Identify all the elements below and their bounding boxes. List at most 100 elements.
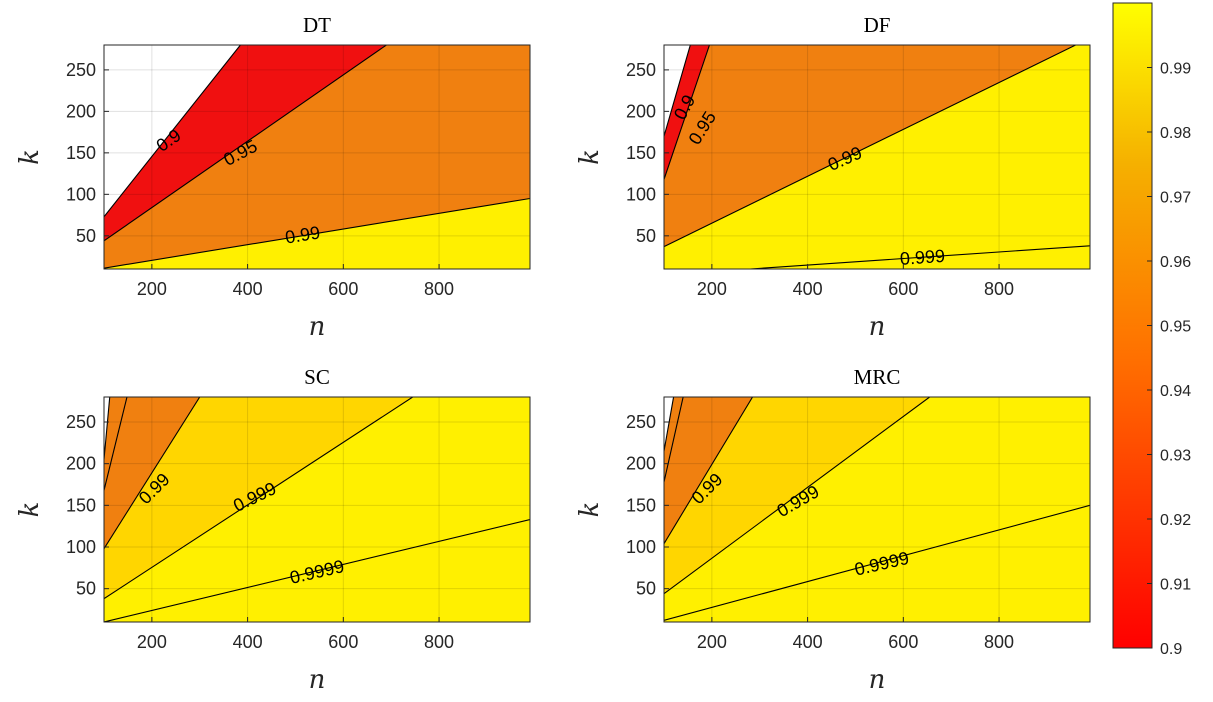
- contour-band-0.99: [664, 45, 1090, 269]
- y-axis-label: k: [15, 149, 45, 165]
- y-tick-label: 150: [66, 143, 96, 163]
- axes-box: [663, 44, 1091, 270]
- x-tick-label: 200: [137, 279, 167, 299]
- x-tick-label: 800: [984, 279, 1014, 299]
- y-tick-label: 200: [626, 454, 656, 474]
- contour-lines: [104, 397, 530, 622]
- y-tick-label: 200: [626, 101, 656, 121]
- colorbar-tick-label: 0.95: [1160, 319, 1191, 336]
- x-tick-label: 600: [328, 632, 358, 652]
- y-tick-label: 50: [76, 579, 96, 599]
- y-tick-label: 200: [66, 454, 96, 474]
- x-tick-label: 600: [328, 279, 358, 299]
- x-tick-label: 400: [793, 632, 823, 652]
- panel-title: SC: [304, 365, 330, 389]
- y-tick-label: 200: [66, 101, 96, 121]
- colorbar-tick-label: 0.98: [1160, 125, 1191, 142]
- colorbar-tick-label: 0.92: [1160, 512, 1191, 529]
- x-axis-label: n: [309, 312, 326, 342]
- contour-line-0.9: [104, 397, 128, 491]
- x-tick-label: 200: [697, 279, 727, 299]
- colorbar-tick-label: 0.91: [1160, 577, 1191, 594]
- contour-fills: [664, 397, 1090, 622]
- x-tick-label: 200: [137, 632, 167, 652]
- y-tick-label: 50: [636, 579, 656, 599]
- contour-line-0.99: [664, 397, 754, 544]
- panel-title: MRC: [854, 365, 901, 389]
- x-tick-label: 400: [233, 632, 263, 652]
- y-tick-label: 50: [636, 226, 656, 246]
- y-tick-label: 100: [66, 537, 96, 557]
- contour-line-0.999: [750, 245, 1090, 269]
- contour-fills: [664, 45, 1090, 269]
- x-tick-label: 200: [697, 632, 727, 652]
- contour-lines: [104, 45, 530, 269]
- grid: [104, 397, 530, 622]
- contour-line-0.99: [104, 197, 530, 269]
- x-axis-label: n: [309, 665, 326, 695]
- colorbar-tick-label: 0.94: [1160, 383, 1191, 400]
- y-tick-label: 100: [626, 184, 656, 204]
- grid: [104, 45, 530, 269]
- y-tick-label: 100: [626, 537, 656, 557]
- x-tick-label: 400: [793, 279, 823, 299]
- colorbar-tick-label: 0.9: [1160, 641, 1182, 658]
- contour-lines: [664, 397, 1090, 621]
- y-tick-label: 150: [626, 495, 656, 515]
- x-axis-label: n: [869, 312, 886, 342]
- panel-title: DF: [864, 13, 891, 37]
- y-tick-label: 50: [76, 226, 96, 246]
- panel-title: DT: [303, 13, 331, 37]
- axes-box: [103, 396, 531, 623]
- y-tick-label: 150: [66, 495, 96, 515]
- contour-lines: [664, 45, 1090, 269]
- y-axis-label: k: [575, 502, 605, 518]
- contour-line-0.99: [104, 397, 201, 549]
- colorbar-gradient: [1112, 2, 1153, 649]
- contour-line-0.9999: [104, 518, 530, 622]
- colorbar-tick-label: 0.96: [1160, 254, 1191, 271]
- x-tick-label: 800: [424, 632, 454, 652]
- y-tick-label: 250: [66, 412, 96, 432]
- colorbar: 0.9 0.91 0.92 0.93 0.94 0.95 0.96 0.97 0.98 0.99: [1112, 2, 1191, 658]
- contour-label: 0.999: [899, 246, 945, 269]
- grid: [664, 45, 1090, 269]
- contour-line-0.95: [104, 45, 387, 242]
- x-tick-label: 800: [984, 632, 1014, 652]
- contour-line-0.9: [664, 397, 684, 483]
- contour-band-0.999: [664, 245, 1090, 269]
- contour-line-0.95: [104, 397, 111, 460]
- contour-line-0.99: [664, 45, 1076, 248]
- x-tick-label: 400: [233, 279, 263, 299]
- x-tick-label: 600: [888, 279, 918, 299]
- contour-band-0.95: [104, 45, 530, 269]
- y-tick-label: 250: [626, 412, 656, 432]
- x-axis-label: n: [869, 665, 886, 695]
- axes-box: [663, 396, 1091, 623]
- axes-box: [103, 44, 531, 270]
- contour-line-0.95: [664, 45, 710, 180]
- contour-line-0.9999: [664, 504, 1090, 621]
- contour-line-0.9: [664, 45, 691, 137]
- colorbar-tick-label: 0.97: [1160, 190, 1191, 207]
- colorbar-tick-label: 0.93: [1160, 448, 1191, 465]
- y-tick-label: 250: [626, 60, 656, 80]
- contour-line-0.9: [104, 45, 241, 218]
- contour-line-0.999: [104, 397, 414, 600]
- x-tick-label: 600: [888, 632, 918, 652]
- contour-line-0.999: [664, 397, 930, 595]
- y-tick-label: 150: [626, 143, 656, 163]
- y-axis-label: k: [15, 502, 45, 518]
- colorbar-tick-label: 0.99: [1160, 61, 1191, 78]
- grid: [664, 397, 1090, 622]
- y-tick-label: 250: [66, 60, 96, 80]
- y-tick-label: 100: [66, 184, 96, 204]
- contour-line-0.95: [664, 397, 675, 452]
- x-tick-label: 800: [424, 279, 454, 299]
